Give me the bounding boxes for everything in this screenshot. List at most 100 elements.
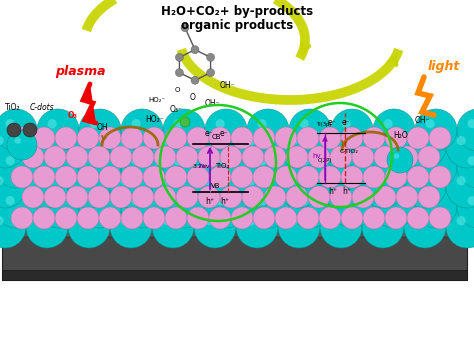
Circle shape bbox=[257, 156, 267, 165]
Circle shape bbox=[396, 186, 418, 208]
Circle shape bbox=[320, 166, 362, 208]
Circle shape bbox=[289, 109, 331, 151]
Circle shape bbox=[26, 206, 68, 248]
Circle shape bbox=[68, 206, 110, 248]
Circle shape bbox=[36, 216, 46, 225]
Circle shape bbox=[247, 146, 289, 188]
Circle shape bbox=[415, 146, 457, 188]
Circle shape bbox=[121, 127, 143, 149]
Circle shape bbox=[352, 186, 374, 208]
Circle shape bbox=[204, 216, 214, 225]
Circle shape bbox=[121, 109, 163, 151]
Circle shape bbox=[143, 207, 165, 229]
Circle shape bbox=[110, 166, 152, 208]
Circle shape bbox=[242, 146, 264, 168]
Circle shape bbox=[363, 166, 385, 188]
Circle shape bbox=[373, 146, 415, 188]
Circle shape bbox=[429, 207, 451, 229]
Circle shape bbox=[414, 176, 424, 185]
Circle shape bbox=[173, 119, 183, 128]
Circle shape bbox=[120, 176, 130, 185]
Circle shape bbox=[194, 126, 236, 168]
Circle shape bbox=[385, 166, 407, 188]
Text: e⁻: e⁻ bbox=[205, 129, 214, 138]
Circle shape bbox=[426, 156, 435, 165]
Circle shape bbox=[300, 119, 309, 128]
Circle shape bbox=[0, 206, 26, 248]
Circle shape bbox=[373, 176, 382, 185]
Circle shape bbox=[205, 146, 247, 188]
Circle shape bbox=[110, 126, 152, 168]
Circle shape bbox=[90, 119, 99, 128]
Polygon shape bbox=[83, 84, 96, 123]
Circle shape bbox=[286, 186, 308, 208]
Circle shape bbox=[341, 166, 363, 188]
Circle shape bbox=[373, 216, 382, 225]
Circle shape bbox=[467, 196, 474, 205]
Circle shape bbox=[0, 136, 4, 145]
Circle shape bbox=[204, 136, 214, 145]
Circle shape bbox=[37, 186, 79, 228]
Text: C-TiO₂: C-TiO₂ bbox=[340, 149, 359, 154]
Circle shape bbox=[0, 176, 4, 185]
Circle shape bbox=[257, 196, 267, 205]
Circle shape bbox=[6, 156, 15, 165]
Circle shape bbox=[220, 186, 242, 208]
Circle shape bbox=[205, 109, 247, 151]
Circle shape bbox=[152, 166, 194, 208]
Circle shape bbox=[55, 127, 77, 149]
Circle shape bbox=[414, 136, 424, 145]
Circle shape bbox=[152, 206, 194, 248]
Circle shape bbox=[154, 146, 176, 168]
Circle shape bbox=[414, 216, 424, 225]
Circle shape bbox=[404, 206, 446, 248]
Circle shape bbox=[308, 186, 330, 208]
Circle shape bbox=[79, 216, 88, 225]
Text: CB: CB bbox=[211, 134, 221, 140]
Text: O₃: O₃ bbox=[68, 111, 78, 120]
Circle shape bbox=[385, 127, 407, 149]
Circle shape bbox=[319, 207, 341, 229]
Circle shape bbox=[121, 207, 143, 229]
Circle shape bbox=[253, 127, 275, 149]
Circle shape bbox=[373, 109, 415, 151]
Circle shape bbox=[257, 119, 267, 128]
Circle shape bbox=[456, 136, 466, 145]
Circle shape bbox=[278, 206, 320, 248]
Circle shape bbox=[191, 46, 199, 54]
Circle shape bbox=[7, 130, 37, 160]
Circle shape bbox=[289, 136, 298, 145]
Circle shape bbox=[88, 186, 110, 208]
Circle shape bbox=[79, 186, 121, 228]
Circle shape bbox=[457, 146, 474, 188]
Circle shape bbox=[47, 119, 57, 128]
Circle shape bbox=[6, 196, 15, 205]
Circle shape bbox=[330, 176, 340, 185]
Circle shape bbox=[90, 156, 99, 165]
Circle shape bbox=[176, 186, 198, 208]
Circle shape bbox=[331, 186, 373, 228]
Circle shape bbox=[99, 127, 121, 149]
Text: organic products: organic products bbox=[181, 19, 293, 33]
Circle shape bbox=[407, 127, 429, 149]
Text: C(2P): C(2P) bbox=[318, 158, 332, 163]
Text: e⁻: e⁻ bbox=[328, 118, 337, 127]
Circle shape bbox=[90, 196, 99, 205]
Text: O: O bbox=[190, 93, 196, 102]
Circle shape bbox=[396, 146, 418, 168]
Circle shape bbox=[47, 156, 57, 165]
Circle shape bbox=[11, 166, 33, 188]
Circle shape bbox=[77, 207, 99, 229]
Circle shape bbox=[0, 126, 26, 168]
Circle shape bbox=[33, 127, 55, 149]
Text: H₂O: H₂O bbox=[393, 131, 408, 140]
FancyBboxPatch shape bbox=[2, 229, 467, 237]
Circle shape bbox=[44, 146, 66, 168]
Text: HO₂⁻: HO₂⁻ bbox=[145, 115, 164, 124]
Circle shape bbox=[110, 146, 132, 168]
Circle shape bbox=[79, 146, 121, 188]
Text: hv: hv bbox=[312, 153, 320, 159]
Text: OH⁻: OH⁻ bbox=[415, 116, 430, 125]
Circle shape bbox=[0, 216, 4, 225]
Circle shape bbox=[467, 119, 474, 128]
